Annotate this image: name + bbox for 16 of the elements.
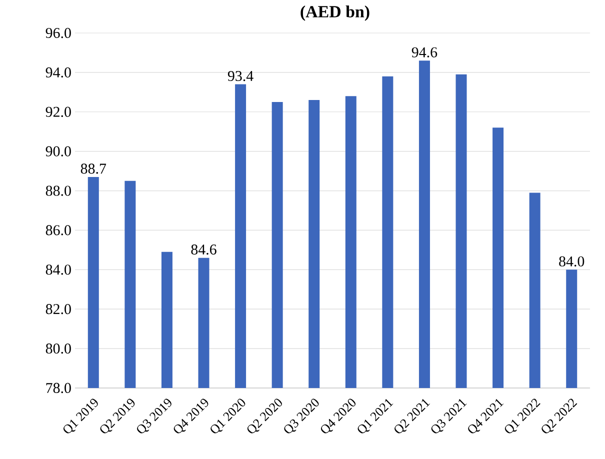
y-tick-label: 78.0 [46,382,71,394]
y-tick-label: 92.0 [46,106,71,117]
data-label: 93.4 [228,70,254,82]
y-tick-label: 88.0 [46,186,71,196]
data-label: 84.6 [191,244,216,255]
y-tick-label: 86.0 [46,225,71,236]
data-label: 94.6 [412,47,438,58]
y-tick-label: 84.0 [46,264,71,275]
y-tick-label: 96.0 [46,28,71,38]
data-label: 84.0 [559,256,584,266]
y-tick-label: 90.0 [46,146,71,156]
data-label: 88.7 [80,164,106,174]
chart-title: (AED bn) [300,6,370,21]
y-tick-label: 80.0 [46,343,71,354]
y-tick-label: 82.0 [46,304,71,314]
y-tick-label: 94.0 [46,67,71,78]
